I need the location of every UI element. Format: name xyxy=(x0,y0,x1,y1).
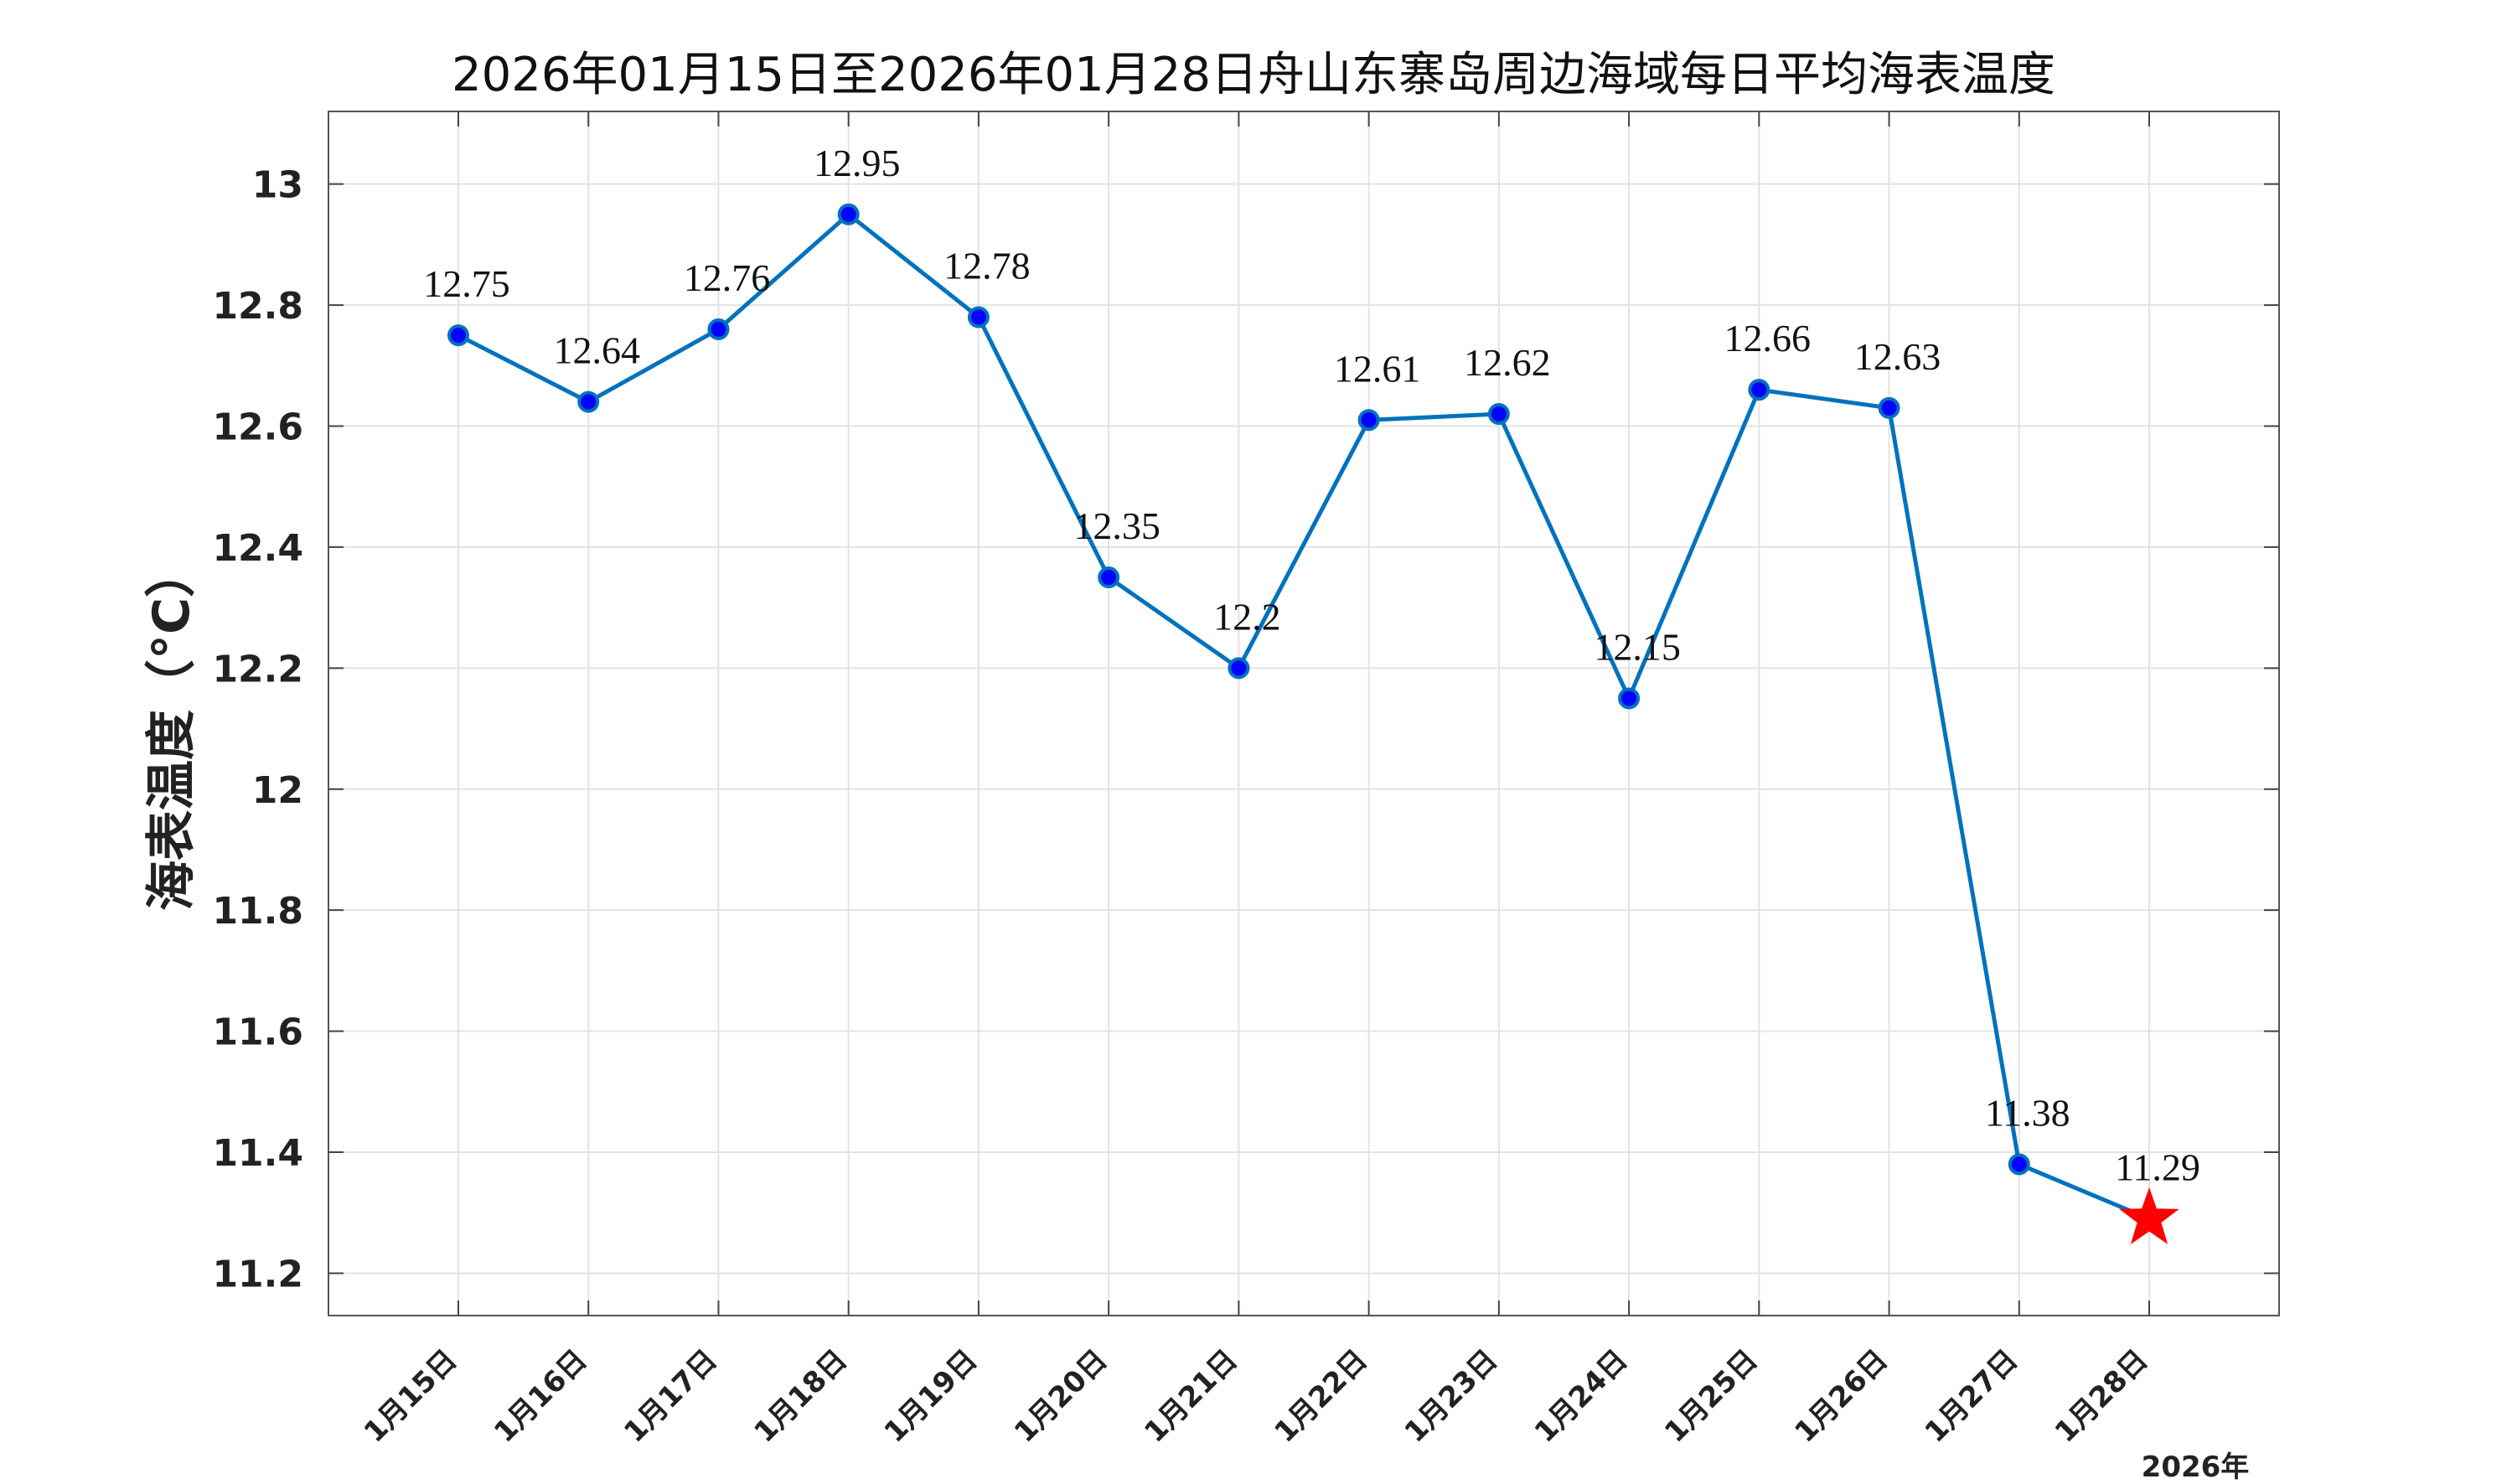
data-label: 12.95 xyxy=(814,142,901,184)
data-label: 12.61 xyxy=(1334,347,1421,390)
data-label: 12.66 xyxy=(1724,317,1812,359)
y-tick-label: 11.2 xyxy=(212,1253,303,1295)
data-point-star xyxy=(2119,1187,2179,1244)
data-point xyxy=(1357,409,1380,432)
y-tick-label: 12.4 xyxy=(212,527,303,570)
data-point xyxy=(2008,1153,2030,1176)
y-axis-label: 海表温度（°C） xyxy=(142,547,201,911)
x-tick-label: 1月25日 xyxy=(1658,1343,1765,1450)
x-tick-label: 1月24日 xyxy=(1528,1343,1635,1450)
y-tick-label: 13 xyxy=(252,164,303,207)
x-tick-label: 1月22日 xyxy=(1268,1343,1374,1450)
x-tick-label: 1月20日 xyxy=(1008,1343,1114,1450)
data-label: 12.35 xyxy=(1073,504,1160,547)
data-point xyxy=(577,390,600,413)
data-label: 12.62 xyxy=(1464,341,1551,384)
data-point xyxy=(1487,403,1510,426)
data-label: 11.38 xyxy=(1985,1091,2070,1134)
x-tick-label: 1月19日 xyxy=(878,1343,985,1450)
data-label: 12.78 xyxy=(943,245,1031,287)
x-tick-label: 1月27日 xyxy=(1919,1343,2025,1450)
data-point xyxy=(967,306,990,328)
data-label: 12.76 xyxy=(684,256,771,299)
series-line xyxy=(457,212,2150,1221)
data-point xyxy=(1228,657,1250,680)
data-point xyxy=(837,203,860,225)
data-labels: 12.75 12.64 12.76 12.95 12.78 12.35 12.2 12.61 1… xyxy=(423,142,2200,1189)
grid-lines xyxy=(328,111,2279,1316)
data-point xyxy=(707,318,730,340)
data-label: 11.29 xyxy=(2115,1145,2200,1188)
y-tick-label: 12.2 xyxy=(212,648,303,690)
data-point xyxy=(1748,379,1770,401)
series-temperature xyxy=(447,203,2179,1244)
data-label: 12.2 xyxy=(1213,595,1281,638)
y-tick-label: 11.6 xyxy=(212,1011,303,1054)
data-point xyxy=(1618,687,1641,710)
x-tick-label: 1月23日 xyxy=(1398,1343,1505,1450)
x-tick-label: 1月26日 xyxy=(1788,1343,1894,1450)
data-label: 12.75 xyxy=(423,262,510,305)
y-tick-label: 12.6 xyxy=(212,406,303,448)
y-tick-label: 12.8 xyxy=(212,285,303,328)
x-tick-label: 1月16日 xyxy=(488,1343,594,1450)
chart-title: 2026年01月15日至2026年01月28日舟山东寨岛周边海域每日平均海表温度 xyxy=(452,48,2055,102)
y-tick-label: 11.4 xyxy=(212,1132,303,1175)
y-tick-label: 12 xyxy=(252,769,303,812)
data-label: 12.63 xyxy=(1854,335,1941,378)
data-point xyxy=(1878,396,1900,419)
data-point xyxy=(1098,566,1120,589)
data-label: 12.64 xyxy=(553,329,640,372)
x-tick-label: 1月21日 xyxy=(1138,1343,1244,1450)
data-label: 12.15 xyxy=(1594,625,1681,668)
y-tick-label: 11.8 xyxy=(212,890,303,933)
x-tick-label: 1月15日 xyxy=(358,1343,464,1450)
x-tick-label: 1月18日 xyxy=(747,1343,854,1450)
data-point xyxy=(447,324,469,347)
x-axis-year-label: 2026年 xyxy=(2142,1450,2250,1481)
x-tick-label: 1月17日 xyxy=(618,1343,724,1450)
plot-area xyxy=(328,111,2280,1316)
x-tick-label: 1月28日 xyxy=(2049,1343,2155,1450)
